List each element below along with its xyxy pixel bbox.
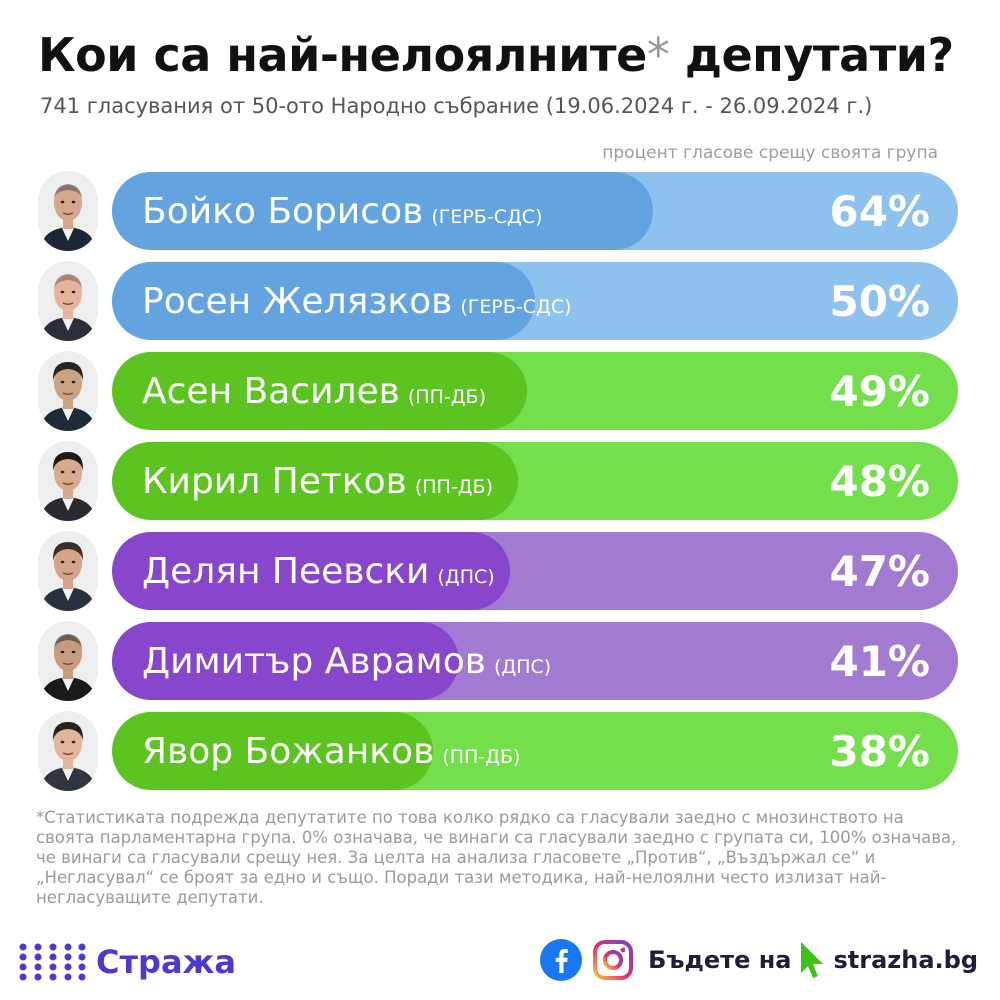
title-end: депутати? bbox=[684, 28, 954, 82]
party-label: (ДПС) bbox=[493, 656, 552, 678]
bar-row: Делян Пеевски (ДПС) 47% bbox=[112, 532, 958, 610]
bar-row: Росен Желязков (ГЕРБ-СДС) 50% bbox=[112, 262, 958, 340]
avatar bbox=[38, 351, 98, 431]
person-portrait-icon bbox=[38, 531, 98, 611]
dots-logo-icon bbox=[19, 943, 86, 981]
logo-text: Стража bbox=[96, 943, 236, 981]
strazha-logo[interactable]: Стража bbox=[18, 940, 236, 984]
avatar bbox=[38, 621, 98, 701]
deputy-name: Димитър Аврамов bbox=[142, 640, 486, 682]
page-title: Кои са най-нелоялните* депутати? bbox=[38, 28, 954, 82]
person-portrait-icon bbox=[38, 351, 98, 431]
avatar bbox=[38, 531, 98, 611]
instagram-icon[interactable] bbox=[592, 939, 634, 981]
cursor-icon bbox=[801, 942, 824, 978]
bar-value-label: 48% bbox=[829, 456, 930, 506]
deputy-name: Асен Василев bbox=[142, 370, 400, 412]
person-portrait-icon bbox=[38, 441, 98, 521]
bar-value-label: 49% bbox=[829, 366, 930, 416]
party-label: (ПП-ДБ) bbox=[407, 386, 487, 408]
bar-label: Кирил Петков (ПП-ДБ) bbox=[142, 442, 493, 520]
avatar bbox=[38, 171, 98, 251]
bar-row: Бойко Борисов (ГЕРБ-СДС) 64% bbox=[112, 172, 958, 250]
title-asterisk: * bbox=[646, 28, 670, 82]
bar-fill bbox=[112, 622, 459, 700]
bar-label: Димитър Аврамов (ДПС) bbox=[142, 622, 551, 700]
bar-fill bbox=[112, 262, 535, 340]
bar-chart: Бойко Борисов (ГЕРБ-СДС) 64% Росен Желязков… bbox=[38, 171, 958, 791]
bar-fill bbox=[112, 352, 527, 430]
deputy-name: Кирил Петков bbox=[142, 460, 407, 502]
bar-value-label: 50% bbox=[829, 276, 930, 326]
site-link[interactable]: strazha.bg bbox=[833, 946, 978, 974]
bar-fill bbox=[112, 712, 434, 790]
facebook-icon[interactable] bbox=[540, 939, 583, 981]
person-portrait-icon bbox=[38, 621, 98, 701]
footnote: *Статистиката подрежда депутатите по тов… bbox=[36, 808, 957, 907]
deputy-name: Делян Пеевски bbox=[142, 550, 430, 592]
bar-label: Росен Желязков (ГЕРБ-СДС) bbox=[142, 262, 572, 340]
cta-text: Бъдете на bbox=[648, 946, 792, 974]
bar-value-label: 64% bbox=[829, 186, 930, 236]
person-portrait-icon bbox=[38, 171, 98, 251]
bar-row: Димитър Аврамов (ДПС) 41% bbox=[112, 622, 958, 700]
deputy-name: Бойко Борисов bbox=[142, 190, 424, 232]
bar-value-label: 38% bbox=[829, 726, 930, 776]
bar-row: Кирил Петков (ПП-ДБ) 48% bbox=[112, 442, 958, 520]
bar-label: Асен Василев (ПП-ДБ) bbox=[142, 352, 486, 430]
avatar bbox=[38, 261, 98, 341]
bar-label: Явор Божанков (ПП-ДБ) bbox=[142, 712, 520, 790]
bar-row: Явор Божанков (ПП-ДБ) 38% bbox=[112, 712, 958, 790]
title-text: Кои са най-нелоялните bbox=[38, 28, 647, 82]
party-label: (ГЕРБ-СДС) bbox=[460, 296, 572, 318]
value-caption: процент гласове срещу своята група bbox=[602, 143, 938, 163]
bar-row: Асен Василев (ПП-ДБ) 49% bbox=[112, 352, 958, 430]
party-label: (ДПС) bbox=[437, 566, 495, 588]
bar-value-label: 41% bbox=[829, 636, 930, 686]
deputy-name: Явор Божанков bbox=[142, 730, 435, 772]
party-label: (ПП-ДБ) bbox=[414, 476, 493, 498]
avatar bbox=[38, 711, 98, 791]
social-bar: Бъдете на strazha.bg bbox=[540, 936, 978, 984]
bar-label: Делян Пеевски (ДПС) bbox=[142, 532, 495, 610]
bar-fill bbox=[112, 532, 510, 610]
deputy-name: Росен Желязков bbox=[142, 280, 453, 322]
bar-label: Бойко Борисов (ГЕРБ-СДС) bbox=[142, 172, 543, 250]
bar-fill bbox=[112, 172, 654, 250]
person-portrait-icon bbox=[38, 711, 98, 791]
party-label: (ГЕРБ-СДС) bbox=[431, 206, 543, 228]
bar-fill bbox=[112, 442, 519, 520]
person-portrait-icon bbox=[38, 261, 98, 341]
bar-value-label: 47% bbox=[829, 546, 930, 596]
avatar bbox=[38, 441, 98, 521]
page-subtitle: 741 гласувания от 50-ото Народно събрани… bbox=[40, 94, 873, 118]
party-label: (ПП-ДБ) bbox=[442, 746, 521, 768]
